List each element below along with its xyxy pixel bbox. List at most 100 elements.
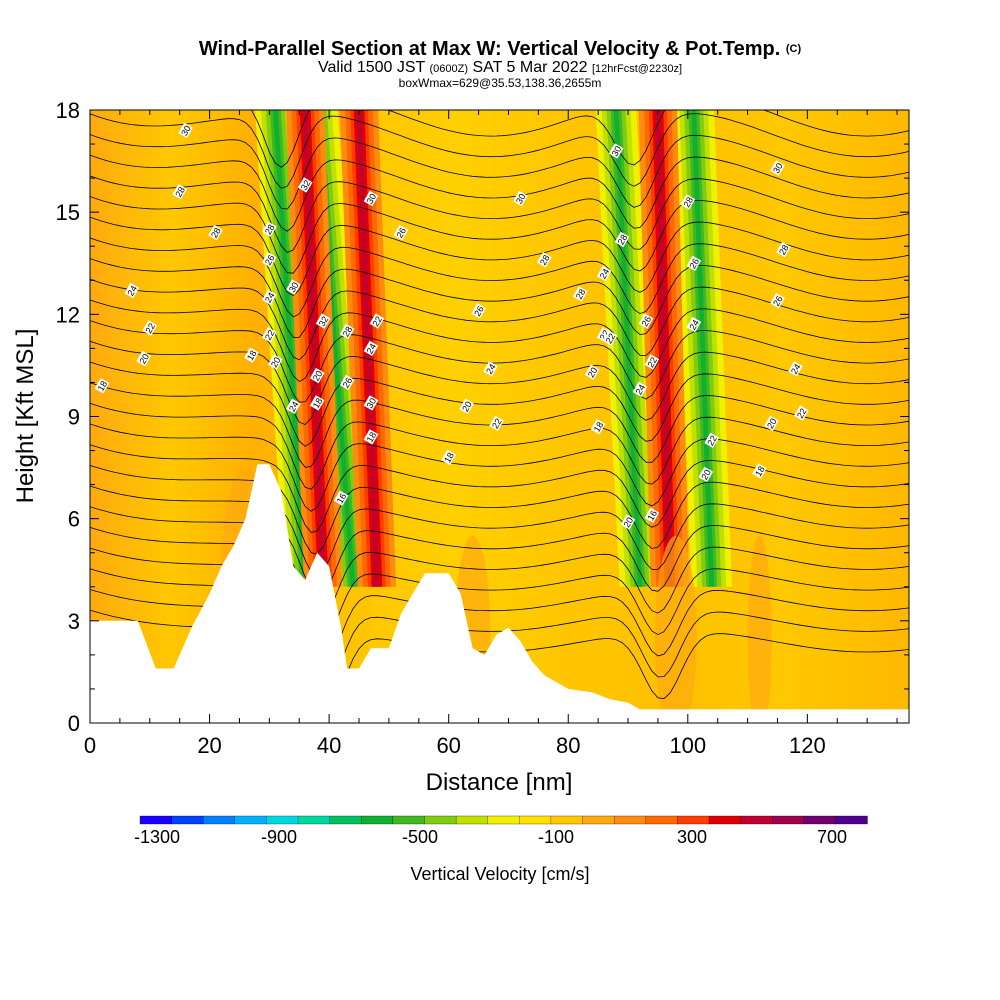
theta-label-text: 28 — [574, 287, 588, 301]
colorbar-swatch — [329, 815, 362, 825]
x-tick-label: 100 — [669, 733, 706, 758]
y-tick-label: 15 — [56, 200, 80, 225]
theta-label-bg — [788, 361, 803, 377]
theta-label-text: 18 — [753, 464, 767, 478]
theta-label: 18 — [590, 419, 606, 435]
colorbar-tick-label: -1300 — [134, 827, 180, 847]
theta-label: 28 — [339, 323, 355, 340]
theta-label: 28 — [172, 184, 188, 200]
x-tick-label: 60 — [436, 733, 460, 758]
theta-label: 30 — [363, 395, 379, 411]
theta-contour-line — [90, 299, 909, 382]
theta-label-text: 32 — [317, 315, 331, 329]
colorbar-swatch — [266, 815, 299, 825]
theta-label: 20 — [309, 367, 325, 384]
theta-contour-line — [90, 340, 909, 425]
theta-label-bg — [261, 221, 277, 237]
theta-label: 22 — [704, 432, 720, 448]
terrain-profile — [90, 464, 909, 723]
x-tick-label: 40 — [317, 733, 341, 758]
theta-label: 22 — [794, 405, 809, 421]
theta-label-bg — [261, 327, 277, 343]
theta-label-text: 30 — [287, 281, 301, 295]
colorbar-swatch — [171, 815, 204, 825]
y-tick-label: 6 — [68, 507, 80, 532]
valid-utc: (0600Z) — [429, 63, 469, 75]
colorbar-swatch — [424, 815, 457, 825]
theta-label-text: 20 — [586, 366, 600, 380]
theta-label: 20 — [459, 398, 474, 414]
theta-label-text: 28 — [777, 243, 791, 257]
theta-label: 30 — [770, 160, 785, 176]
theta-label: 18 — [363, 429, 379, 445]
theta-label-text: 26 — [472, 304, 486, 318]
theta-label-text: 22 — [604, 332, 618, 346]
theta-label-text: 20 — [137, 352, 151, 366]
theta-label: 26 — [471, 303, 486, 319]
x-tick-label: 0 — [84, 733, 96, 758]
theta-label-text: 26 — [394, 226, 408, 240]
valid-date: SAT 5 Mar 2022 — [472, 59, 588, 76]
theta-label-text: 26 — [771, 294, 785, 308]
theta-label-text: 28 — [263, 223, 277, 237]
colorbar-swatch — [708, 815, 742, 825]
theta-label: 30 — [513, 190, 528, 207]
theta-contour-line — [90, 196, 909, 274]
colorbar-swatch — [297, 815, 331, 825]
theta-label: 24 — [124, 282, 140, 299]
theta-label-text: 28 — [341, 325, 355, 339]
theta-label: 24 — [632, 381, 648, 397]
theta-label-text: 18 — [245, 349, 259, 363]
theta-label-text: 32 — [299, 178, 313, 192]
theta-label-bg — [644, 507, 660, 523]
theta-label-text: 30 — [610, 144, 624, 158]
theta-label-bg — [483, 361, 498, 377]
colorbar-tick-label: 700 — [817, 827, 847, 847]
theta-contour-line — [250, 110, 909, 168]
theta-label-bg — [590, 419, 606, 435]
theta-label-bg — [471, 303, 486, 319]
chart-title-line: Wind-Parallel Section at Max W: Vertical… — [0, 38, 1000, 60]
theta-label-text: 26 — [687, 257, 701, 271]
theta-label: 28 — [614, 231, 630, 248]
theta-label: 22 — [369, 313, 385, 329]
theta-label-text: 22 — [645, 355, 659, 369]
theta-label-bg — [536, 252, 552, 268]
theta-label-text: 28 — [681, 195, 695, 209]
theta-contour-line — [90, 175, 909, 253]
theta-label-bg — [608, 143, 624, 159]
theta-label: 20 — [698, 466, 714, 483]
theta-label-text: 28 — [209, 226, 223, 240]
theta-label: 24 — [596, 265, 612, 282]
colorbar-swatch — [455, 815, 489, 825]
theta-label-text: 28 — [616, 233, 630, 247]
theta-label-text: 22 — [370, 315, 384, 329]
y-tick-label: 18 — [56, 98, 80, 123]
theta-label-text: 30 — [514, 192, 528, 206]
theta-label: 16 — [644, 507, 660, 523]
theta-label: 22 — [602, 330, 618, 346]
theta-label-text: 22 — [795, 407, 809, 421]
theta-label-bg — [776, 241, 791, 258]
box-info: boxWmax=629@35.53,138.36,2655m — [398, 76, 602, 90]
theta-contour-line — [90, 216, 909, 296]
theta-label-bg — [363, 190, 379, 207]
theta-label-bg — [680, 194, 696, 210]
theta-label: 32 — [297, 177, 313, 193]
theta-label-bg — [124, 282, 140, 299]
valid-time-line: Valid 1500 JST (0600Z) SAT 5 Mar 2022 [1… — [0, 60, 1000, 77]
warm-patch-2 — [654, 535, 697, 723]
theta-label: 26 — [770, 293, 785, 309]
colorbar: -1300 -900 -500 -100 300 700 — [134, 815, 868, 847]
theta-label: 26 — [339, 374, 355, 391]
colorbar-tick-label: 300 — [677, 827, 707, 847]
theta-label-bg — [244, 347, 259, 363]
theta-label: 24 — [261, 289, 277, 305]
colorbar-swatch — [613, 815, 647, 825]
colorbar-swatch — [361, 815, 394, 825]
y-tick-label: 0 — [68, 711, 80, 736]
theta-label: 28 — [536, 252, 552, 268]
theta-label-bg — [596, 265, 612, 282]
theta-contour-line — [90, 320, 909, 403]
theta-label-bg — [686, 316, 702, 333]
